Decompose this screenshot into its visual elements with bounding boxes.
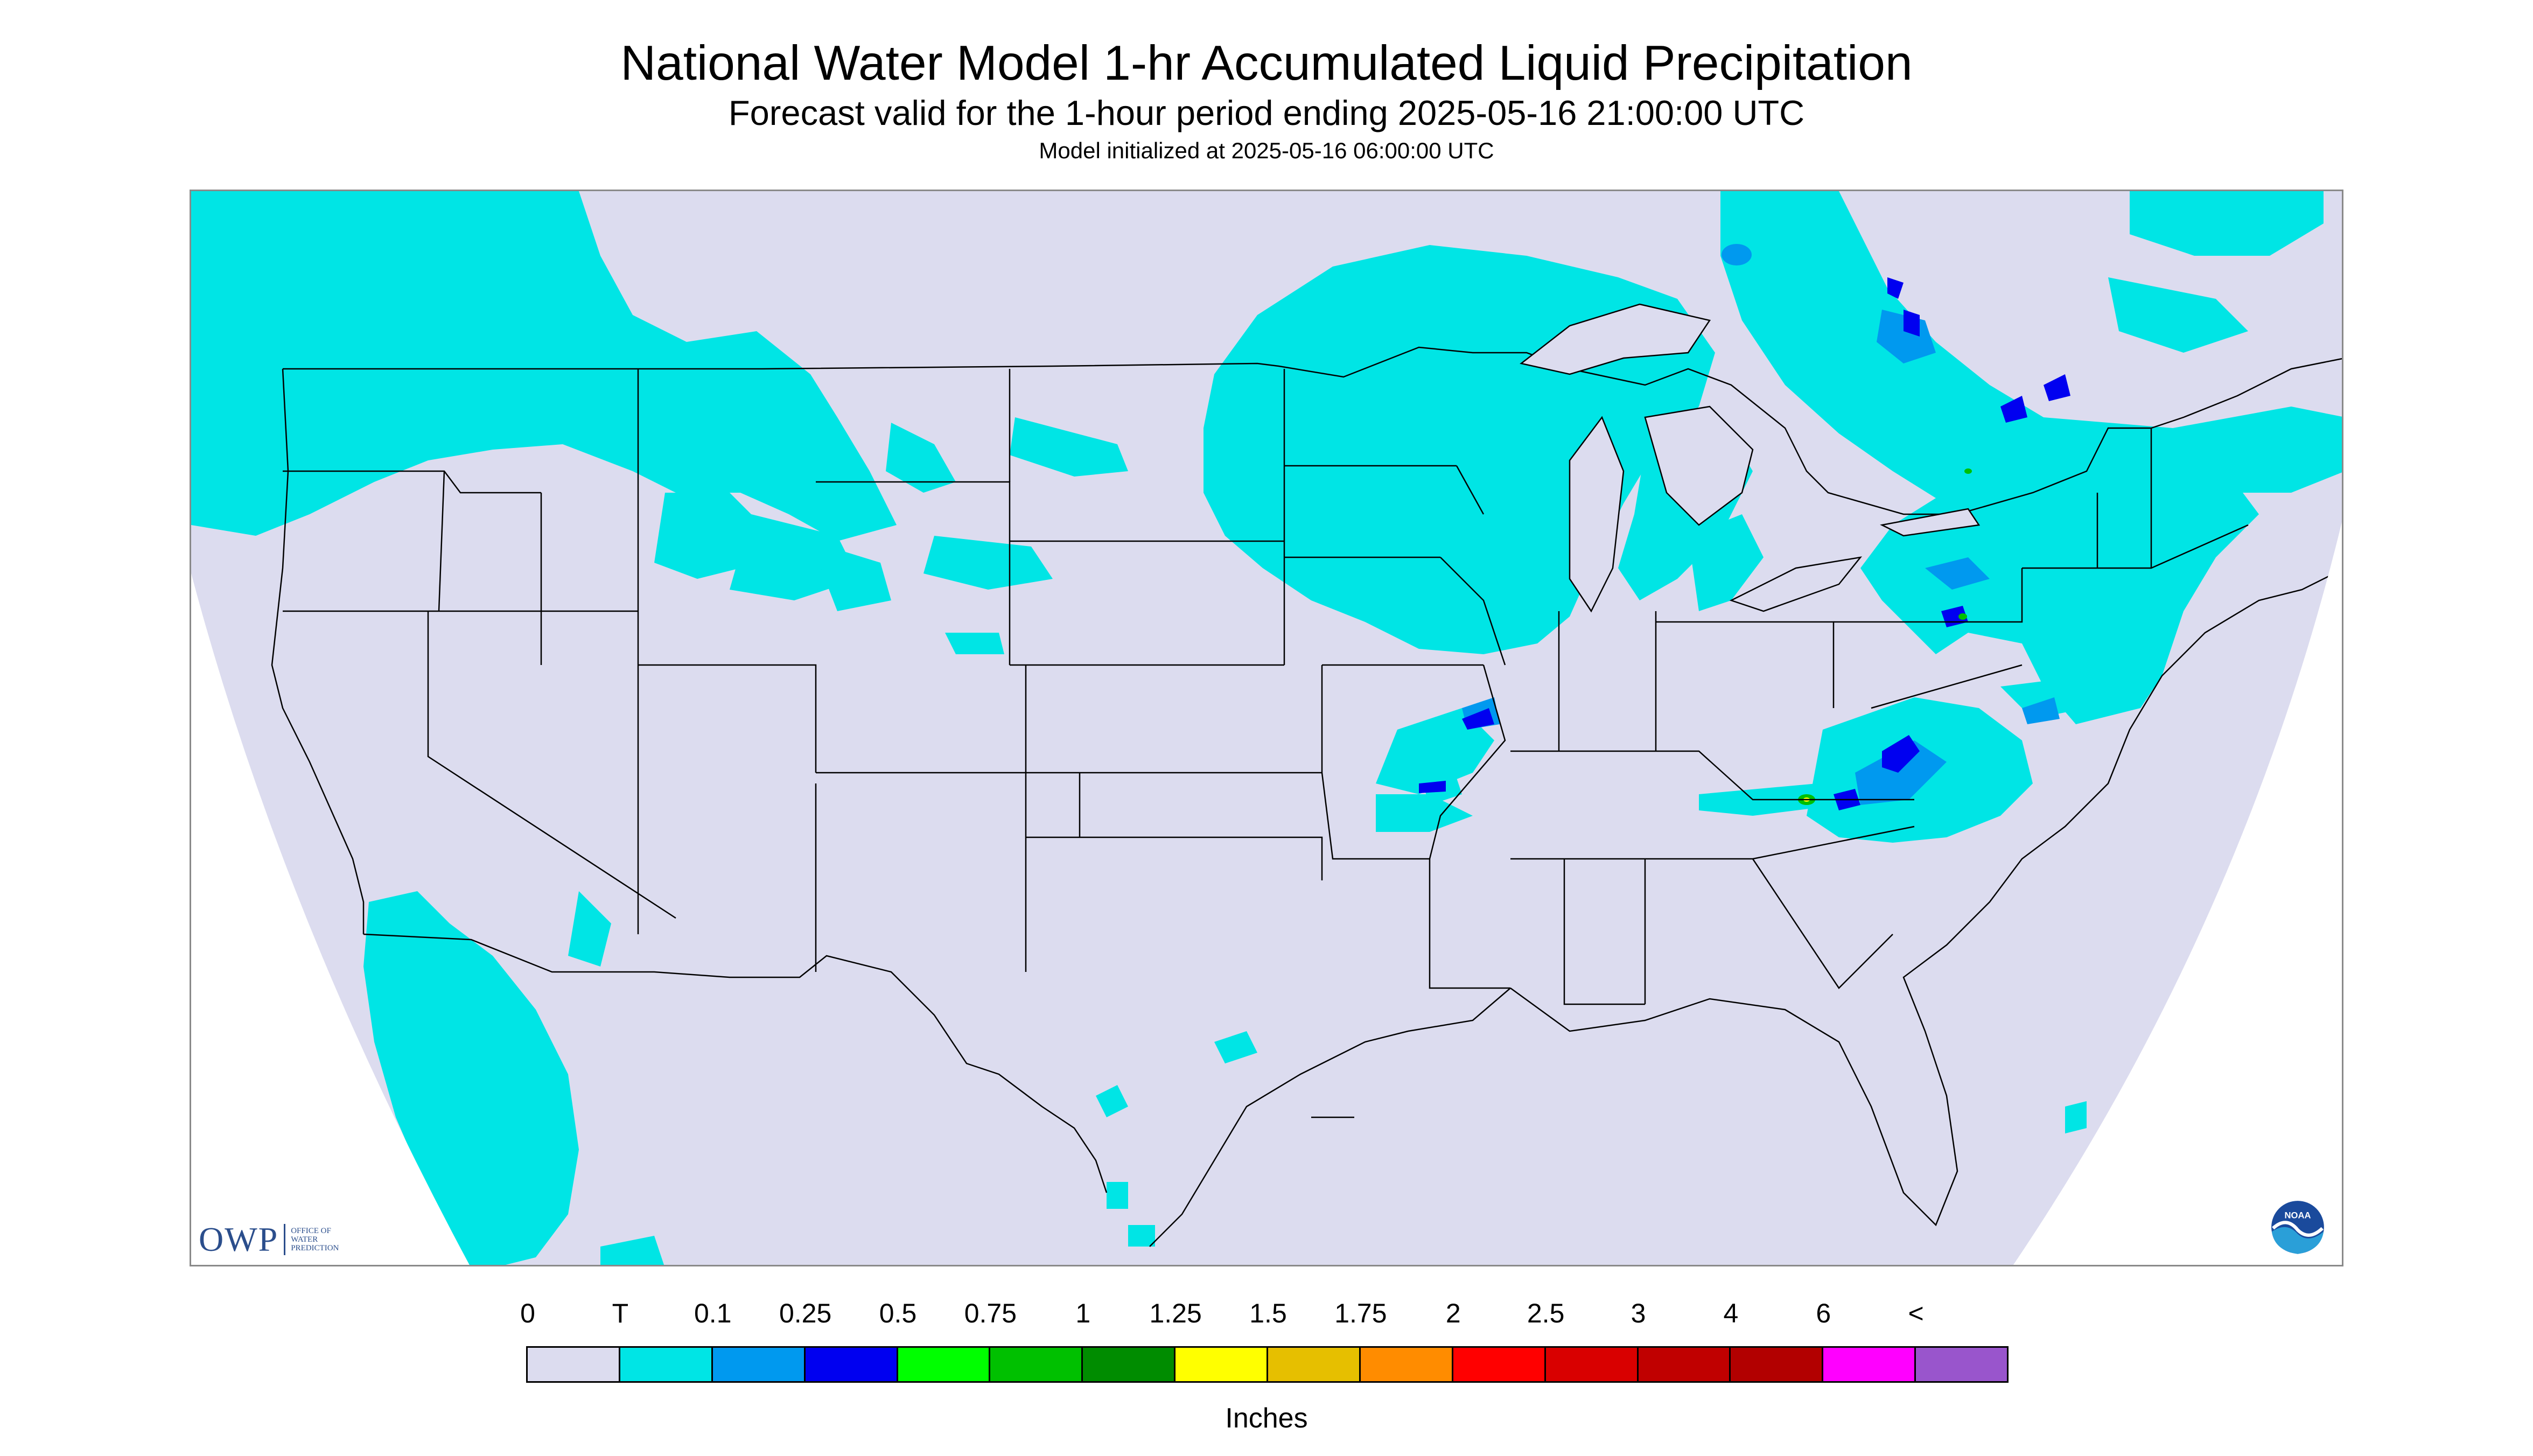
legend-swatch bbox=[1544, 1346, 1639, 1383]
coastlines bbox=[1149, 569, 2342, 1247]
state-boundaries bbox=[271, 346, 2342, 1193]
legend-swatch bbox=[711, 1346, 806, 1383]
legend-label: 0.25 bbox=[779, 1298, 832, 1328]
legend-swatch bbox=[803, 1346, 898, 1383]
legend-swatch bbox=[526, 1346, 620, 1383]
forecast-valid-subtitle: Forecast valid for the 1-hour period end… bbox=[728, 93, 1805, 132]
legend-label: 1.5 bbox=[1249, 1298, 1287, 1328]
legend-label: 2.5 bbox=[1527, 1298, 1565, 1328]
noaa-logo: NOAA bbox=[2270, 1200, 2325, 1255]
legend-swatch bbox=[1359, 1346, 1453, 1383]
precipitation-map: OWP OFFICE OF WATER PREDICTION NOAA bbox=[190, 190, 2343, 1266]
legend-label: 0.1 bbox=[694, 1298, 732, 1328]
legend-labels: 0 T 0.1 0.25 0.5 0.75 1 1.25 1.5 1.75 2 2.5 3 4 6 < bbox=[0, 1298, 2533, 1330]
map-canvas bbox=[191, 191, 2342, 1265]
legend-swatch bbox=[989, 1346, 1083, 1383]
legend-label: 1.75 bbox=[1334, 1298, 1387, 1328]
legend-label: 0.75 bbox=[964, 1298, 1017, 1328]
legend-swatch bbox=[1822, 1346, 1916, 1383]
legend-swatch bbox=[1266, 1346, 1361, 1383]
legend-label: 1 bbox=[1075, 1298, 1091, 1328]
legend-units: Inches bbox=[1225, 1403, 1308, 1434]
owp-logo-letters: OWP bbox=[199, 1220, 279, 1258]
legend-swatch bbox=[618, 1346, 713, 1383]
legend-swatch bbox=[1729, 1346, 1824, 1383]
map-title: National Water Model 1-hr Accumulated Li… bbox=[620, 36, 1913, 90]
owp-logo: OWP OFFICE OF WATER PREDICTION bbox=[199, 1220, 355, 1259]
legend-swatch bbox=[1914, 1346, 2009, 1383]
legend-swatch bbox=[1081, 1346, 1176, 1383]
legend-label: 0 bbox=[520, 1298, 535, 1328]
noaa-logo-text: NOAA bbox=[2285, 1210, 2311, 1220]
legend-label: < bbox=[1908, 1298, 1924, 1328]
legend-swatch bbox=[896, 1346, 991, 1383]
great-lakes bbox=[1520, 303, 1981, 613]
legend-label: 3 bbox=[1631, 1298, 1646, 1328]
owp-logo-subtitle: OFFICE OF WATER PREDICTION bbox=[291, 1227, 339, 1252]
legend-label: 4 bbox=[1723, 1298, 1739, 1328]
legend-swatch bbox=[1636, 1346, 1731, 1383]
legend-swatch bbox=[1174, 1346, 1268, 1383]
owp-logo-divider bbox=[284, 1224, 286, 1255]
legend-label: 0.5 bbox=[879, 1298, 917, 1328]
legend-label: 6 bbox=[1816, 1298, 1831, 1328]
legend-swatch bbox=[1451, 1346, 1546, 1383]
legend-label: T bbox=[612, 1298, 629, 1328]
model-init-line: Model initialized at 2025-05-16 06:00:00… bbox=[1039, 138, 1494, 163]
color-legend bbox=[526, 1346, 2009, 1383]
legend-label: 2 bbox=[1445, 1298, 1461, 1328]
legend-label: 1.25 bbox=[1149, 1298, 1202, 1328]
